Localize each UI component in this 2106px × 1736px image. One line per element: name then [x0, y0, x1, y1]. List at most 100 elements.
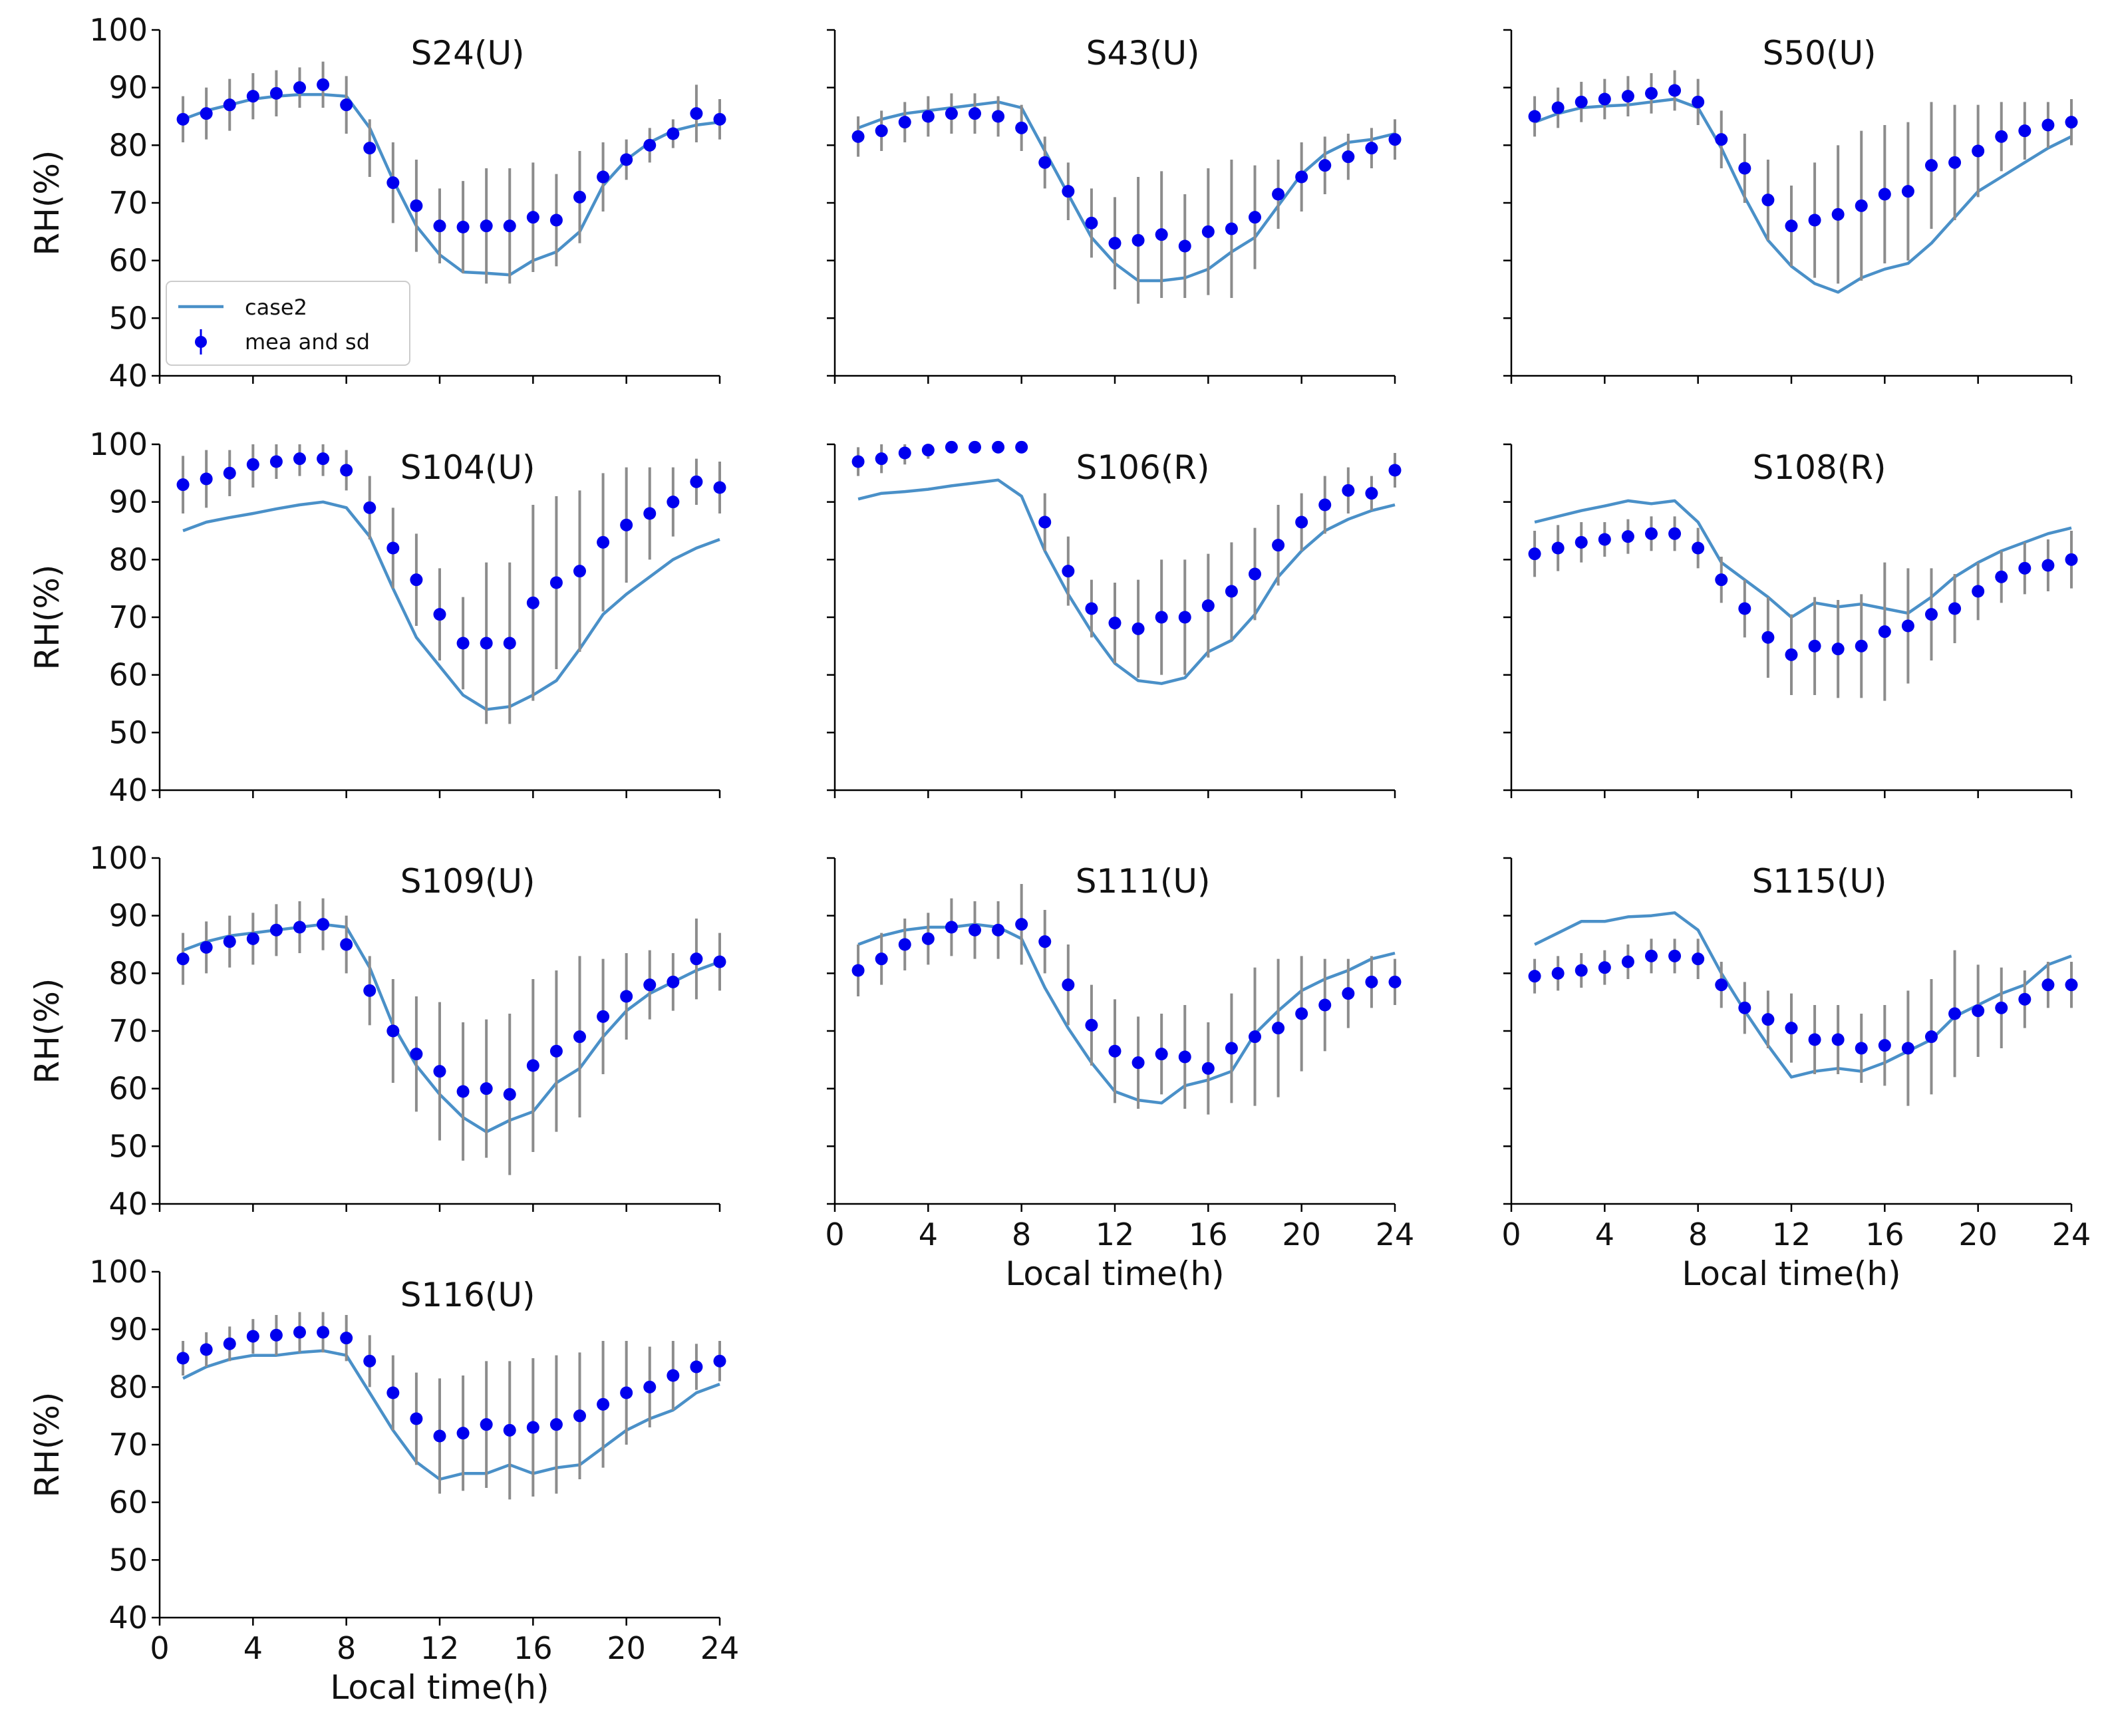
mea-point: [480, 637, 493, 650]
panel-s116-u: 40 50 60 70 80 90 100 0 4 8 12 16 20 24 RH(%) Local tim…: [28, 1254, 739, 1707]
panel-title: S116(U): [400, 1276, 535, 1314]
mea-point: [643, 507, 657, 520]
mea-point: [1855, 639, 1868, 652]
legend-marker-label: mea and sd: [245, 329, 370, 355]
mea-point: [573, 565, 586, 578]
mea-point: [1995, 570, 2008, 583]
y-tick-label: 40: [108, 1186, 148, 1222]
mea-point: [851, 964, 865, 977]
mea-point: [1178, 611, 1191, 624]
mea-point: [1668, 527, 1682, 540]
x-axis-label: Local time(h): [330, 1668, 549, 1707]
panel-s106-r: S106(R): [827, 440, 1402, 798]
y-tick-label: 70: [108, 1427, 148, 1463]
mea-point: [1575, 964, 1588, 977]
y-tick-label: 50: [108, 714, 148, 750]
y-tick-label: 50: [108, 1128, 148, 1164]
mea-point: [597, 1397, 610, 1411]
mea-point: [1668, 949, 1682, 962]
mea-point: [480, 219, 493, 233]
mea-point: [1855, 1042, 1868, 1055]
mea-point: [176, 952, 190, 966]
mea-point: [340, 938, 353, 951]
mea-point: [1225, 1042, 1238, 1055]
mea-point: [526, 1421, 539, 1434]
mea-point: [1551, 541, 1565, 555]
mea-point: [503, 637, 516, 650]
mea-point: [1995, 1001, 2008, 1014]
mea-point: [1295, 1007, 1308, 1020]
case2-line: [182, 92, 720, 277]
mea-point: [1808, 639, 1821, 652]
mea-point: [1295, 170, 1308, 184]
mea-point: [1621, 530, 1634, 543]
mea-point: [1108, 237, 1122, 250]
x-axis-label: Local time(h): [1005, 1254, 1224, 1293]
mea-point: [1831, 208, 1845, 221]
mea-point: [1342, 987, 1355, 1000]
mea-point: [200, 1343, 213, 1356]
x-axis-label: Local time(h): [1682, 1254, 1900, 1293]
legend: case2 mea and sd: [166, 281, 410, 366]
mea-point: [456, 1427, 470, 1440]
y-tick-label: 80: [108, 1369, 148, 1405]
mea-point: [1715, 133, 1728, 146]
mea-point: [1528, 970, 1541, 983]
panel-title: S108(R): [1753, 448, 1886, 487]
mea-point: [643, 138, 657, 152]
mea-point: [246, 458, 259, 471]
mea-point: [1365, 487, 1378, 500]
mea-point: [1645, 949, 1658, 962]
mea-point: [223, 466, 236, 480]
mea-point: [340, 98, 353, 112]
panel-title: S24(U): [411, 34, 525, 72]
mea-point: [667, 496, 680, 509]
mea-point: [667, 975, 680, 988]
y-axis-label: RH(%): [28, 150, 67, 256]
mea-point: [293, 452, 306, 466]
mea-point: [410, 199, 423, 212]
panel-title: S106(R): [1076, 448, 1210, 487]
mea-point: [549, 214, 563, 227]
mea-point: [1388, 133, 1402, 146]
x-tick-label: 24: [700, 1630, 740, 1666]
mea-point: [1878, 625, 1891, 639]
mea-point: [1808, 1033, 1821, 1046]
mea-point: [898, 446, 911, 460]
y-tick-label: 100: [89, 12, 148, 48]
case2-line: [857, 478, 1396, 685]
x-tick-label: 24: [2052, 1217, 2091, 1252]
mea-point: [386, 541, 400, 555]
mea-point: [1342, 150, 1355, 164]
mea-point: [503, 1423, 516, 1437]
mea-point: [433, 1065, 446, 1078]
mea-point: [1715, 978, 1728, 992]
mea-point: [1831, 643, 1845, 656]
mea-point: [1621, 90, 1634, 103]
mea-point: [573, 1409, 586, 1423]
y-tick-label: 100: [89, 840, 148, 876]
mea-point: [1528, 110, 1541, 123]
mea-point: [363, 984, 376, 997]
mea-point: [386, 176, 400, 190]
mea-point: [2041, 118, 2055, 132]
mea-point: [597, 535, 610, 549]
mea-point: [1551, 966, 1565, 980]
mea-point: [1131, 622, 1145, 635]
case2-line: [1534, 97, 2072, 294]
mea-point: [1155, 1048, 1168, 1061]
mea-point: [2041, 978, 2055, 992]
mea-point: [269, 455, 283, 468]
mea-point: [223, 1337, 236, 1350]
mea-point: [269, 923, 283, 937]
mea-point: [620, 153, 633, 166]
mea-point: [1831, 1033, 1845, 1046]
mea-point: [1365, 975, 1378, 988]
mea-point: [667, 127, 680, 140]
mea-point: [1761, 194, 1775, 207]
mea-point: [690, 475, 703, 488]
mea-point: [1272, 1022, 1285, 1035]
mea-point: [1738, 162, 1751, 175]
panel-s104-u: 40 50 60 70 80 90 100 RH(%) S104(U): [28, 426, 726, 808]
